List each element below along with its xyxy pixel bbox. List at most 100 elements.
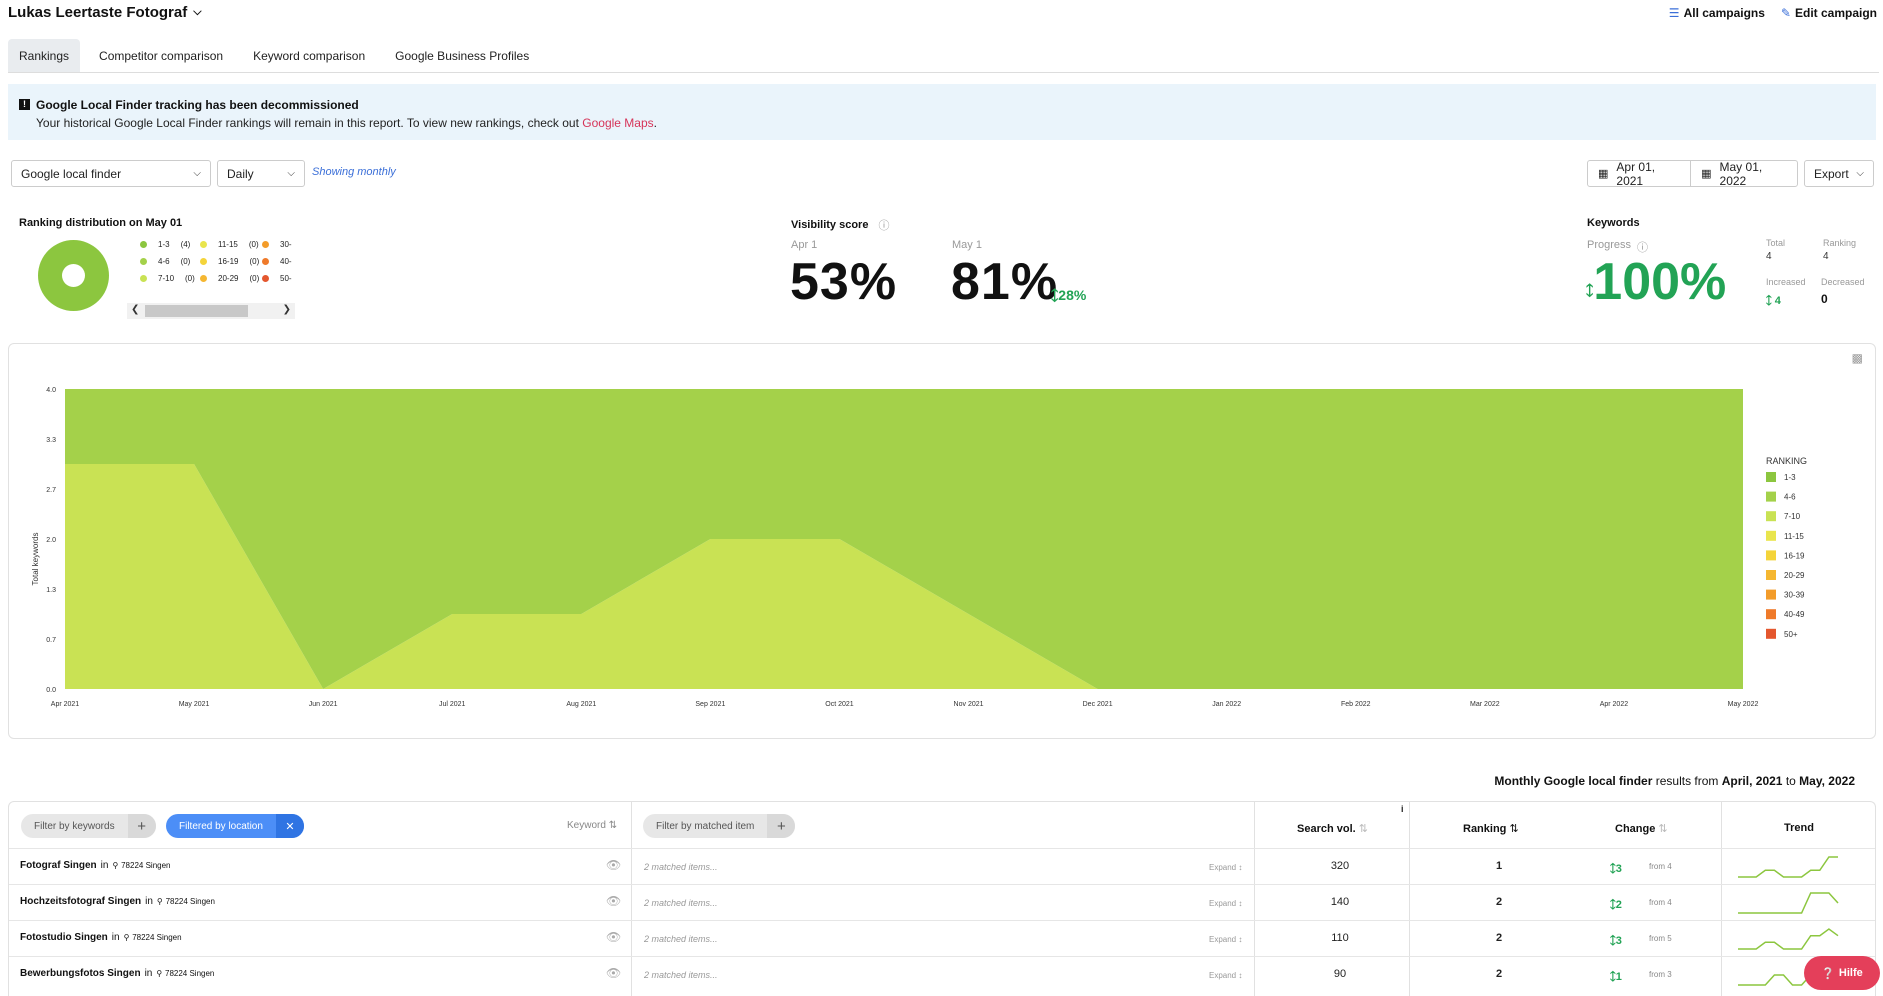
tab-competitor-comparison[interactable]: Competitor comparison <box>99 49 224 63</box>
info-icon[interactable]: ⓘ <box>878 220 890 232</box>
info-icon[interactable]: ⓘ <box>1637 242 1649 254</box>
visibility-from-value: 53% <box>790 253 898 311</box>
chart-legend-label[interactable]: 4-6 <box>1784 493 1796 502</box>
chart-legend-swatch[interactable] <box>1766 530 1776 541</box>
increased-value: 🡙 4 <box>1766 292 1781 311</box>
tab-rankings[interactable]: Rankings <box>8 39 81 73</box>
expand-button[interactable]: Expand ↕ <box>1209 971 1243 980</box>
matched-items[interactable]: 2 matched items... <box>644 970 718 980</box>
y-tick-label: 1.3 <box>46 587 56 594</box>
all-campaigns-link[interactable]: ☰ All campaigns <box>1669 6 1765 20</box>
help-button[interactable]: ❔ Hilfe <box>1804 956 1880 990</box>
expand-button[interactable]: Expand ↕ <box>1209 899 1243 908</box>
engine-select-value: Google local finder <box>21 166 122 181</box>
chart-legend-swatch[interactable] <box>1766 628 1776 639</box>
keyword-cell: Fotostudio Singen in ⚲ 78224 Singen <box>20 932 182 943</box>
plus-icon[interactable]: + <box>127 814 156 838</box>
chart-legend-label[interactable]: 30-39 <box>1784 591 1805 600</box>
filtered-by-location[interactable]: Filtered by location ✕ <box>166 814 304 838</box>
visibility-to-label: May 1 <box>952 239 982 251</box>
project-title-text: Lukas Leertaste Fotograf <box>8 4 188 21</box>
decreased-label: Decreased <box>1821 277 1865 287</box>
chart-legend-label[interactable]: 40-49 <box>1784 610 1805 619</box>
filter-by-matched-item[interactable]: Filter by matched item + <box>643 814 796 838</box>
table-row[interactable]: Bewerbungsfotos Singen in ⚲ 78224 Singen 👁 2… <box>9 956 1875 992</box>
legend-scrollbar[interactable]: ❮ ❯ <box>127 303 295 319</box>
ranking-header[interactable]: Ranking ⇅ <box>1463 822 1519 835</box>
close-icon[interactable]: ✕ <box>275 814 304 838</box>
interval-select[interactable]: Daily ⌵ <box>217 160 305 187</box>
results-to-word: to <box>1785 774 1796 788</box>
filter-by-keywords[interactable]: Filter by keywords + <box>21 814 156 838</box>
project-title[interactable]: Lukas Leertaste Fotograf ⌵ <box>8 4 202 21</box>
scrollbar-thumb[interactable] <box>145 305 248 317</box>
keyword-in: in <box>145 896 153 907</box>
engine-select[interactable]: Google local finder ⌵ <box>11 160 211 187</box>
chart-legend-swatch[interactable] <box>1766 491 1776 502</box>
info-icon[interactable]: i <box>1401 804 1404 814</box>
chart-type-icon[interactable]: ▩ <box>1851 351 1863 365</box>
chart-legend-label[interactable]: 7-10 <box>1784 512 1801 521</box>
date-range-picker[interactable]: ▦ Apr 01, 2021 ▦ May 01, 2022 <box>1587 160 1798 188</box>
chart-legend-swatch[interactable] <box>1766 570 1776 580</box>
expand-button[interactable]: Expand ↕ <box>1209 935 1243 944</box>
chart-legend-swatch[interactable] <box>1766 511 1776 522</box>
chart-legend-label[interactable]: 16-19 <box>1784 551 1805 560</box>
chart-legend-swatch[interactable] <box>1766 609 1776 620</box>
legend-label: 30- <box>280 240 292 249</box>
distribution-legend-item: 4-6 (0) <box>140 257 200 266</box>
chart-legend-label[interactable]: 20-29 <box>1784 571 1805 580</box>
expand-button[interactable]: Expand ↕ <box>1209 863 1243 872</box>
matched-items[interactable]: 2 matched items... <box>644 934 718 944</box>
ranking-area-chart: Total keywords 0.0 0.7 1.3 2.0 2.7 3.3 4.0 Apr … <box>31 387 1807 708</box>
chart-legend-label[interactable]: 11-15 <box>1784 532 1804 541</box>
distribution-legend-item: 40- <box>262 257 302 266</box>
x-tick-label: Apr 2021 <box>51 701 80 708</box>
edit-campaign-link[interactable]: ✎ Edit campaign <box>1781 6 1877 20</box>
legend-count: (0) <box>249 274 260 283</box>
tab-divider <box>8 72 1879 73</box>
change-header[interactable]: Change ⇅ <box>1615 822 1668 835</box>
keyword-sort-header[interactable]: Keyword ⇅ <box>567 820 617 831</box>
matched-items[interactable]: 2 matched items... <box>644 862 718 872</box>
chevron-left-icon[interactable]: ❮ <box>131 304 140 315</box>
tab-google-business-profiles[interactable]: Google Business Profiles <box>395 49 530 63</box>
y-tick-label: 2.0 <box>46 537 56 544</box>
keyword-in: in <box>100 860 109 871</box>
plus-icon[interactable]: + <box>767 814 796 838</box>
chart-legend-swatch[interactable] <box>1766 589 1776 600</box>
y-tick-label: 3.3 <box>46 437 56 444</box>
x-tick-label: May 2021 <box>179 701 210 708</box>
date-from[interactable]: ▦ Apr 01, 2021 <box>1588 160 1692 188</box>
search-vol-header[interactable]: Search vol. ⇅ <box>1297 822 1368 835</box>
google-maps-link[interactable]: Google Maps <box>582 116 654 130</box>
change-value: 🡙3 <box>1610 863 1622 875</box>
table-row[interactable]: Fotograf Singen in ⚲ 78224 Singen 👁 2 matche… <box>9 848 1875 884</box>
chart-legend-swatch[interactable] <box>1766 550 1776 561</box>
y-axis-label: Total keywords <box>31 533 40 586</box>
ranking-distribution-title: Ranking distribution on May 01 <box>19 217 183 229</box>
chart-legend-label[interactable]: 50+ <box>1784 630 1798 639</box>
date-to[interactable]: ▦ May 01, 2022 <box>1691 160 1797 188</box>
progress-value-text: 100% <box>1593 253 1727 311</box>
export-button[interactable]: Export ⌵ <box>1804 160 1874 187</box>
chevron-right-icon[interactable]: ❯ <box>282 304 291 315</box>
tab-keyword-comparison[interactable]: Keyword comparison <box>253 49 366 63</box>
eye-icon[interactable]: 👁 <box>606 930 622 944</box>
table-row[interactable]: Fotostudio Singen in ⚲ 78224 Singen 👁 2 matc… <box>9 920 1875 956</box>
eye-icon[interactable]: 👁 <box>606 858 622 872</box>
table-row[interactable]: Hochzeitsfotograf Singen in ⚲ 78224 Singen… <box>9 884 1875 920</box>
matched-items[interactable]: 2 matched items... <box>644 898 718 908</box>
ranking-value: 2 <box>1495 932 1503 944</box>
chart-legend-label[interactable]: 1-3 <box>1784 473 1796 482</box>
ranking-value: 2 <box>1495 896 1503 908</box>
eye-icon[interactable]: 👁 <box>606 894 622 908</box>
keyword-location: 78224 Singen <box>165 897 215 906</box>
eye-icon[interactable]: 👁 <box>606 966 622 980</box>
distribution-legend-item: 11-15 (0) <box>200 240 262 249</box>
tab-bar: Rankings Competitor comparison Keyword c… <box>8 39 540 73</box>
legend-count: (0) <box>180 257 191 266</box>
trend-sparkline <box>1738 856 1838 878</box>
chart-legend-swatch[interactable] <box>1766 472 1776 482</box>
legend-swatch <box>262 275 269 282</box>
